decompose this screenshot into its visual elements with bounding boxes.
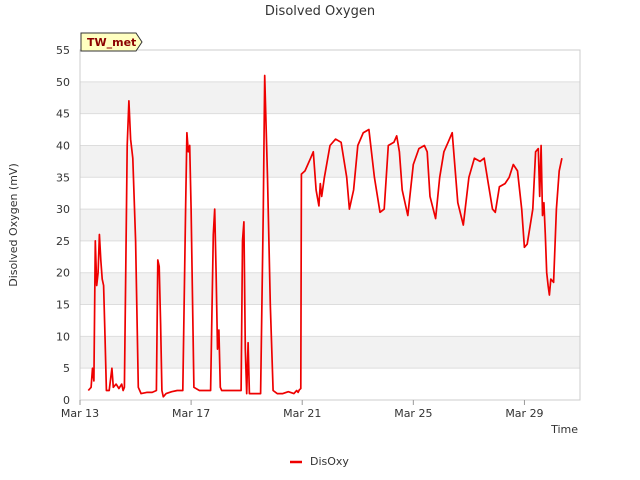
x-axis-label: Time [550, 423, 578, 436]
y-axis-ticks: 0 5 10 15 20 25 30 35 40 45 50 55 [56, 44, 70, 407]
x-tick-label: Mar 25 [394, 407, 432, 420]
y-tick-label: 40 [56, 139, 70, 152]
x-tick-label: Mar 29 [505, 407, 543, 420]
background-band [80, 81, 580, 114]
x-tick-label: Mar 17 [172, 407, 210, 420]
plot-background-bands [80, 81, 580, 369]
x-axis-ticks: Mar 13 Mar 17 Mar 21 Mar 25 Mar 29 [61, 400, 544, 420]
y-tick-label: 45 [56, 108, 70, 121]
y-tick-label: 55 [56, 44, 70, 57]
x-tick-label: Mar 13 [61, 407, 99, 420]
background-band [80, 145, 580, 178]
background-band [80, 209, 580, 241]
y-tick-label: 5 [63, 362, 70, 375]
gridlines [80, 49, 580, 401]
site-badge: TW_met [80, 32, 143, 52]
y-tick-label: 15 [56, 299, 70, 312]
background-band [80, 336, 580, 369]
legend-label-disoxy: DisOxy [310, 455, 349, 468]
y-tick-label: 10 [56, 330, 70, 343]
y-tick-label: 25 [56, 235, 70, 248]
x-tick-label: Mar 21 [283, 407, 321, 420]
site-badge-shape [80, 32, 143, 52]
series-line-disoxy [87, 74, 563, 398]
chart-title: Disolved Oxygen [265, 4, 375, 19]
y-tick-label: 35 [56, 171, 70, 184]
y-tick-label: 50 [56, 76, 70, 89]
y-tick-label: 20 [56, 267, 70, 280]
legend: DisOxy [290, 455, 349, 468]
background-band [80, 272, 580, 305]
plot-area-frame [79, 49, 581, 401]
y-tick-label: 0 [63, 394, 70, 407]
y-axis-label: Disolved Oxygen (mV) [7, 163, 20, 287]
site-badge-label: TW_met [87, 36, 136, 49]
y-tick-label: 30 [56, 203, 70, 216]
